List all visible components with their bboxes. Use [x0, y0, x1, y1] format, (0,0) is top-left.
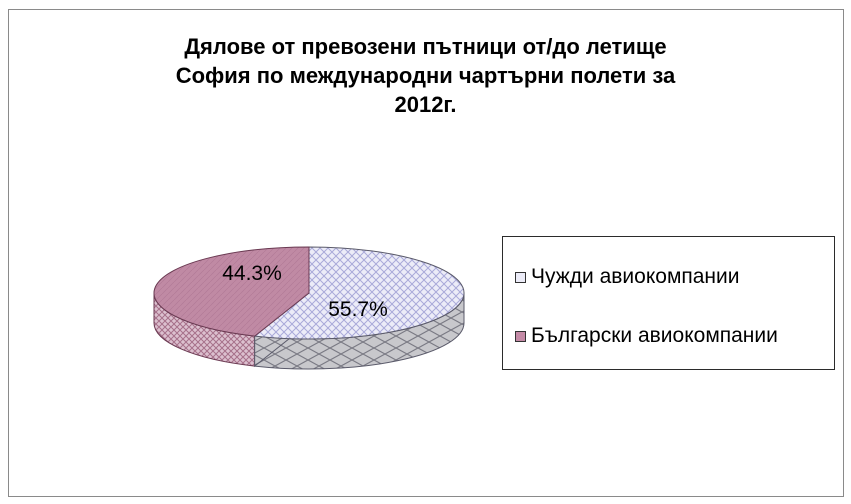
legend-swatch-bulgarian [515, 330, 526, 342]
legend-item-foreign: Чужди авиокомпании [515, 265, 740, 289]
pie-group: 55.7% 44.3% [153, 246, 465, 370]
legend-label-foreign: Чужди авиокомпании [531, 265, 740, 288]
chart-title-line-1: Дялове от превозени пътници от/до летище [184, 34, 667, 59]
chart-title-line-3: 2012г. [394, 92, 457, 117]
pie-slice-0 [253, 246, 465, 340]
legend-swatch-foreign [515, 271, 526, 283]
chart-title-line-2: София по международни чартърни полети за [175, 63, 676, 88]
legend: Чужди авиокомпании Български авиокомпани… [502, 236, 835, 370]
data-label-1: 44.3% [222, 262, 282, 285]
chart-title: Дялове от превозени пътници от/до летище… [0, 32, 851, 119]
legend-item-bulgarian: Български авиокомпании [515, 324, 778, 348]
legend-label-bulgarian: Български авиокомпании [531, 324, 778, 347]
data-label-0: 55.7% [328, 298, 388, 321]
pie-slice-1 [153, 246, 310, 337]
